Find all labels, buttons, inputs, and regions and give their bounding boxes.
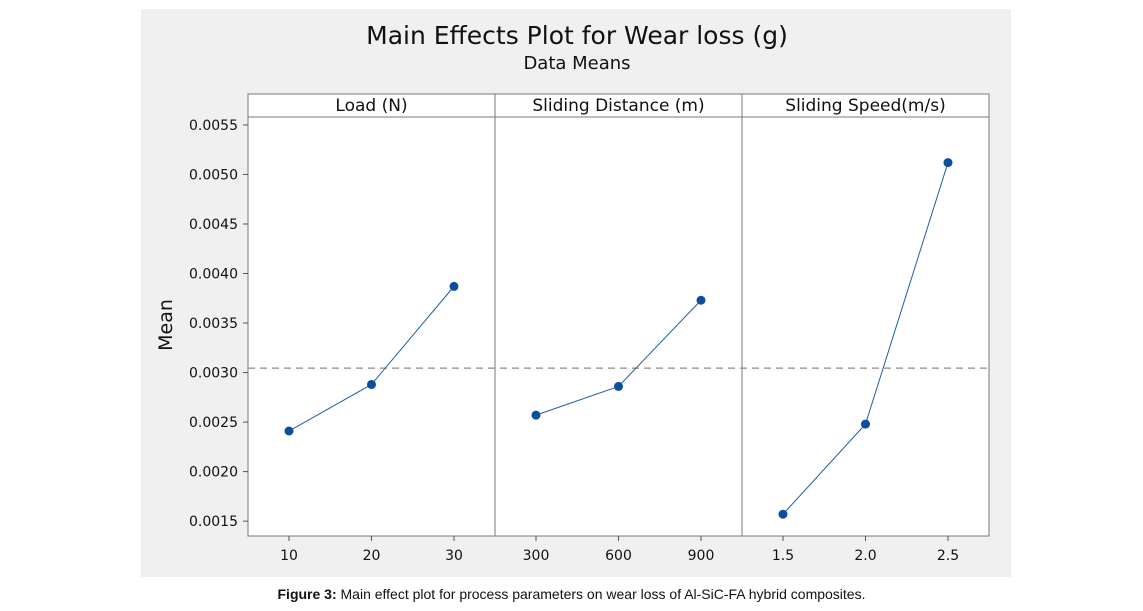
data-point	[531, 410, 541, 420]
data-point	[449, 281, 459, 291]
data-point	[614, 381, 623, 391]
chart-subtitle: Data Means	[523, 53, 630, 74]
main-effects-figure: Main Effects Plot for Wear loss (g) Data…	[141, 9, 1011, 577]
data-point	[696, 295, 706, 305]
plot-area: 0.0015 0.0020 0.0025 0.0030 0.0035 0.0040 0.00…	[189, 93, 990, 564]
data-point	[943, 158, 953, 168]
x-tick-label: 20	[363, 548, 381, 564]
data-point	[367, 379, 376, 389]
y-tick-label: 0.0055	[189, 118, 238, 134]
y-tick-label: 0.0015	[189, 514, 238, 530]
y-tick-label: 0.0020	[189, 465, 238, 481]
y-tick-label: 0.0030	[189, 366, 238, 382]
y-tick-label: 0.0050	[189, 167, 238, 183]
panel-title: Load (N)	[335, 96, 407, 116]
x-tick-label: 600	[605, 548, 632, 564]
data-point	[778, 509, 788, 519]
plot-frame	[247, 93, 990, 537]
y-tick-label: 0.0025	[189, 415, 238, 431]
panel-title: Sliding Speed(m/s)	[785, 96, 945, 116]
data-point	[861, 419, 870, 429]
data-point	[284, 426, 294, 436]
y-tick-label: 0.0040	[189, 267, 238, 283]
x-tick-label: 900	[688, 548, 715, 564]
x-tick-label: 10	[280, 548, 298, 564]
panel-title: Sliding Distance (m)	[532, 96, 704, 116]
chart-title: Main Effects Plot for Wear loss (g)	[366, 21, 788, 50]
y-axis-label: Mean	[155, 299, 177, 351]
x-tick-label: 300	[523, 548, 550, 564]
x-tick-label: 1.5	[772, 548, 794, 564]
x-tick-label: 30	[445, 548, 463, 564]
caption-label: Figure 3:	[277, 586, 337, 602]
y-tick-label: 0.0045	[189, 217, 238, 233]
figure-caption: Figure 3: Main effect plot for process p…	[0, 586, 1143, 602]
x-tick-label: 2.0	[854, 548, 876, 564]
x-tick-label: 2.5	[937, 548, 959, 564]
main-effects-chart: Main Effects Plot for Wear loss (g) Data…	[155, 21, 990, 564]
caption-text: Main effect plot for process parameters …	[336, 586, 866, 602]
y-tick-label: 0.0035	[189, 316, 238, 332]
